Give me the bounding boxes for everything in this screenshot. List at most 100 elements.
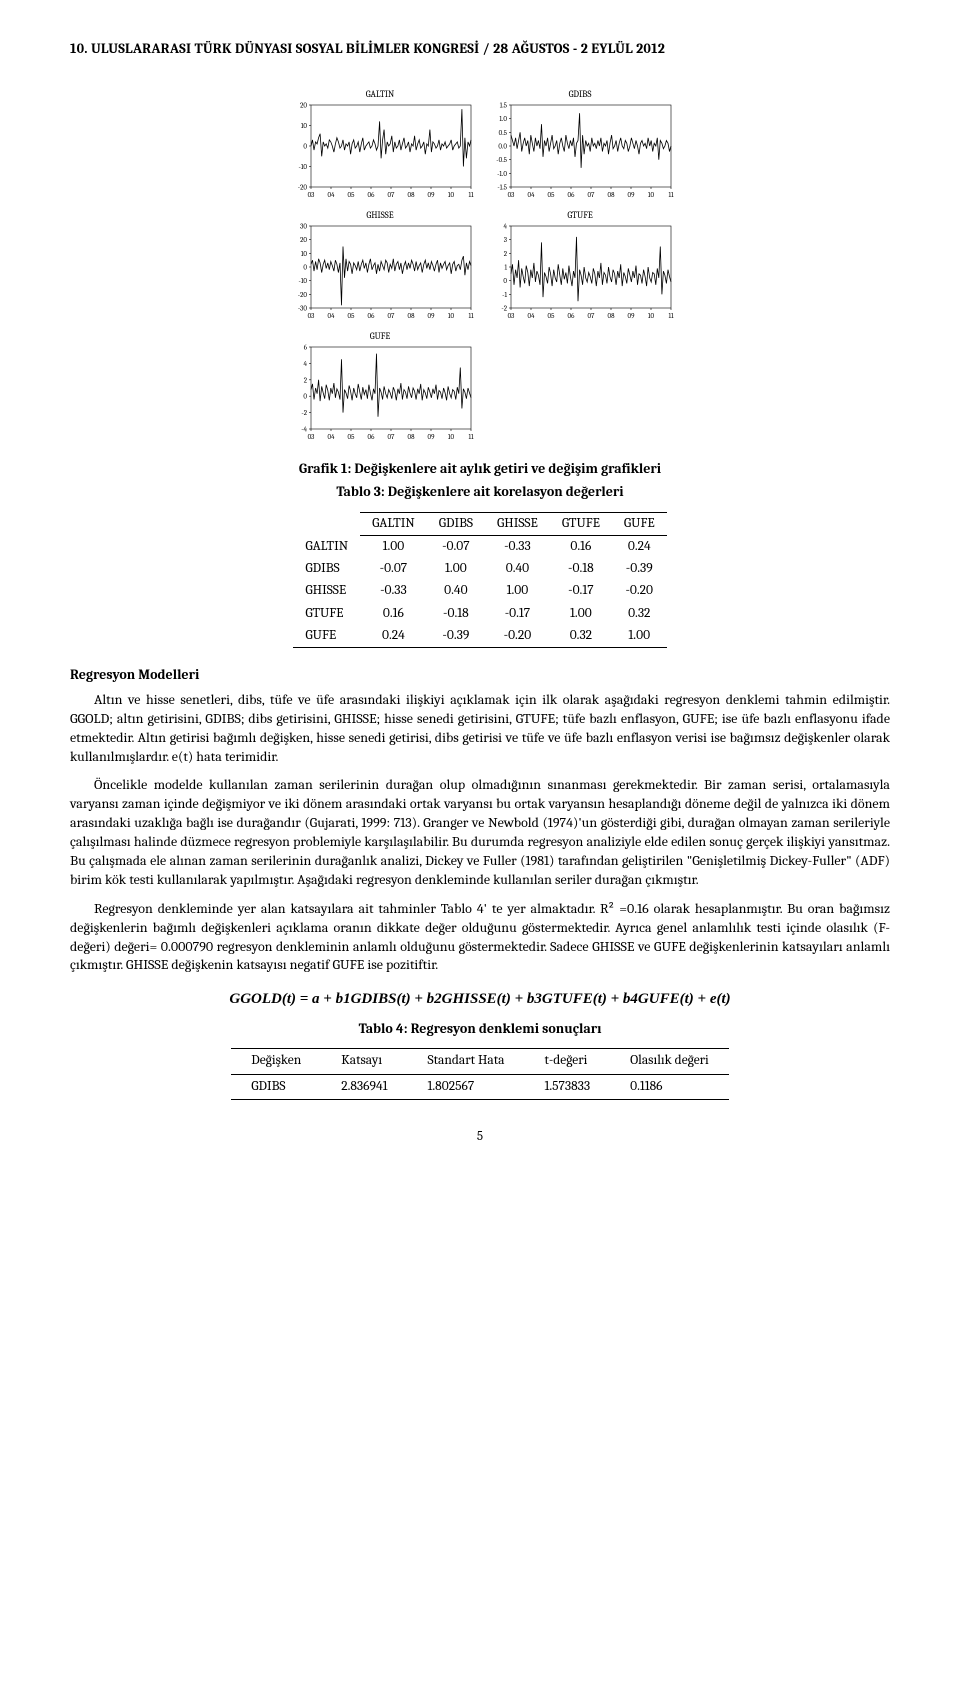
chart-panel-galtin: GALTIN-20-1001020030405060708091011 — [285, 89, 475, 204]
table-row: GALTIN1.00-0.07-0.330.160.24 — [293, 535, 666, 558]
chart-panel-gtufe: GTUFE-2-101234030405060708091011 — [485, 210, 675, 325]
corr-row-label: GTUFE — [293, 603, 360, 625]
svg-text:0.0: 0.0 — [498, 142, 507, 150]
chart-svg: -1.5-1.0-0.50.00.51.01.50304050607080910… — [485, 101, 675, 201]
svg-text:11: 11 — [668, 312, 674, 320]
svg-text:0: 0 — [303, 393, 307, 401]
corr-cell: -0.33 — [485, 535, 550, 558]
svg-text:-20: -20 — [298, 183, 308, 191]
svg-text:-1: -1 — [502, 291, 507, 299]
regression-table: DeğişkenKatsayıStandart Hatat-değeriOlas… — [231, 1048, 728, 1099]
corr-table-wrap: GALTINGDIBSGHISSEGTUFEGUFEGALTIN1.00-0.0… — [70, 512, 890, 648]
svg-text:-10: -10 — [299, 163, 308, 171]
chart-title: GUFE — [285, 331, 475, 343]
svg-text:6: 6 — [304, 343, 308, 351]
svg-text:09: 09 — [628, 191, 636, 199]
svg-text:20: 20 — [300, 101, 307, 109]
svg-text:09: 09 — [428, 191, 436, 199]
chart-grid: GALTIN-20-1001020030405060708091011GDIBS… — [285, 89, 675, 446]
corr-col-header: GUFE — [612, 512, 667, 535]
svg-text:0: 0 — [503, 277, 507, 285]
page-header: 10. ULUSLARARASI TÜRK DÜNYASI SOSYAL BİL… — [70, 40, 890, 59]
svg-text:10: 10 — [448, 433, 455, 441]
svg-text:03: 03 — [508, 191, 515, 199]
svg-text:03: 03 — [308, 433, 315, 441]
svg-text:10: 10 — [648, 312, 655, 320]
charts-container: GALTIN-20-1001020030405060708091011GDIBS… — [70, 89, 890, 446]
table3-caption: Tablo 3: Değişkenlere ait korelasyon değ… — [70, 483, 890, 502]
svg-text:-0.5: -0.5 — [496, 156, 507, 164]
corr-cell: -0.17 — [485, 603, 550, 625]
svg-text:10: 10 — [448, 191, 455, 199]
svg-text:06: 06 — [568, 191, 576, 199]
svg-text:20: 20 — [300, 236, 307, 244]
svg-text:04: 04 — [527, 312, 535, 320]
corr-cell: -0.17 — [550, 580, 612, 602]
svg-text:2: 2 — [304, 376, 308, 384]
corr-cell: 1.00 — [360, 535, 427, 558]
svg-text:10: 10 — [648, 191, 655, 199]
svg-text:-1.5: -1.5 — [497, 183, 507, 191]
table-row: GTUFE0.16-0.18-0.171.000.32 — [293, 603, 666, 625]
corr-row-label: GHISSE — [293, 580, 360, 602]
section-title-regression: Regresyon Modelleri — [70, 666, 890, 685]
svg-text:08: 08 — [407, 312, 415, 320]
chart-panel-gufe: GUFE-4-20246030405060708091011 — [285, 331, 475, 446]
table-row: GHISSE-0.330.401.00-0.17-0.20 — [293, 580, 666, 602]
svg-text:04: 04 — [527, 191, 535, 199]
corr-cell: 0.16 — [360, 603, 427, 625]
corr-cell: 0.24 — [360, 625, 427, 648]
svg-text:09: 09 — [428, 433, 436, 441]
corr-cell: 0.32 — [612, 603, 667, 625]
svg-text:4: 4 — [304, 360, 308, 368]
svg-text:07: 07 — [388, 433, 396, 441]
chart-svg: -20-1001020030405060708091011 — [285, 101, 475, 201]
corr-cell: 1.00 — [485, 580, 550, 602]
chart-title: GTUFE — [485, 210, 675, 222]
svg-text:3: 3 — [504, 236, 507, 244]
svg-text:07: 07 — [388, 191, 396, 199]
svg-text:4: 4 — [504, 222, 508, 230]
svg-text:11: 11 — [468, 312, 474, 320]
reg-cell: GDIBS — [231, 1074, 321, 1099]
svg-text:1.0: 1.0 — [499, 115, 507, 123]
corr-cell: -0.20 — [612, 580, 667, 602]
body-paragraph-1: Altın ve hisse senetleri, dibs, tüfe ve … — [70, 691, 890, 767]
svg-text:30: 30 — [300, 222, 307, 230]
corr-col-header: GDIBS — [427, 512, 485, 535]
svg-text:11: 11 — [468, 191, 474, 199]
svg-text:08: 08 — [407, 191, 415, 199]
table-row: GUFE0.24-0.39-0.200.321.00 — [293, 625, 666, 648]
corr-cell: 0.40 — [427, 580, 485, 602]
corr-col-header — [293, 512, 360, 535]
reg-cell: 2.836941 — [321, 1074, 407, 1099]
corr-cell: -0.18 — [427, 603, 485, 625]
svg-text:0: 0 — [303, 142, 307, 150]
svg-text:1.5: 1.5 — [500, 101, 508, 109]
chart-svg: -4-20246030405060708091011 — [285, 343, 475, 443]
svg-text:-1.0: -1.0 — [497, 170, 507, 178]
svg-text:08: 08 — [407, 433, 415, 441]
reg-col-header: t-değeri — [524, 1049, 610, 1074]
page-number: 5 — [70, 1128, 890, 1146]
svg-text:07: 07 — [588, 312, 596, 320]
svg-text:06: 06 — [368, 312, 376, 320]
chart-title: GHISSE — [285, 210, 475, 222]
reg-cell: 0.1186 — [610, 1074, 729, 1099]
svg-text:-30: -30 — [298, 304, 308, 312]
corr-row-label: GUFE — [293, 625, 360, 648]
chart-svg: -2-101234030405060708091011 — [485, 222, 675, 322]
svg-text:10: 10 — [448, 312, 455, 320]
table4-caption: Tablo 4: Regresyon denklemi sonuçları — [70, 1020, 890, 1039]
svg-text:06: 06 — [568, 312, 576, 320]
svg-text:05: 05 — [348, 433, 356, 441]
corr-cell: -0.18 — [550, 558, 612, 580]
corr-cell: 1.00 — [550, 603, 612, 625]
reg-col-header: Olasılık değeri — [610, 1049, 729, 1074]
svg-text:10: 10 — [301, 122, 308, 130]
reg-col-header: Standart Hata — [408, 1049, 525, 1074]
svg-text:06: 06 — [368, 433, 376, 441]
svg-text:1: 1 — [504, 263, 507, 271]
svg-text:0: 0 — [303, 263, 307, 271]
corr-cell: -0.39 — [612, 558, 667, 580]
